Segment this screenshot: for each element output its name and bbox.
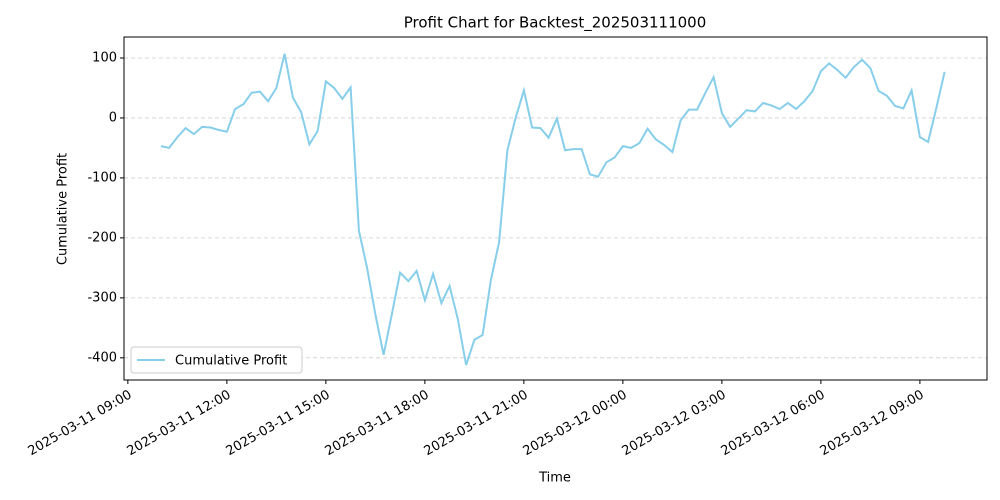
y-tick-label: -300: [87, 290, 117, 305]
x-tick-label: 2025-03-11 18:00: [323, 388, 432, 460]
y-tick-label: 100: [92, 50, 117, 65]
x-tick-label: 2025-03-12 00:00: [521, 388, 630, 460]
data-line: [160, 53, 946, 366]
y-tick-label: -200: [87, 230, 117, 245]
y-tick-label: -400: [87, 350, 117, 365]
chart-title: Profit Chart for Backtest_202503111000: [404, 14, 707, 33]
y-tick-label: 0: [109, 110, 117, 125]
x-axis-label: Time: [538, 471, 571, 486]
x-tick-label: 2025-03-11 12:00: [125, 388, 234, 460]
x-tick-label: 2025-03-11 15:00: [224, 388, 333, 460]
x-tick-label: 2025-03-12 09:00: [818, 388, 927, 460]
plot-frame: [123, 36, 988, 381]
x-tick-label: 2025-03-12 03:00: [620, 388, 729, 460]
x-tick-label: 2025-03-11 09:00: [26, 388, 135, 460]
legend-label: Cumulative Profit: [175, 354, 287, 369]
x-tick-label: 2025-03-11 21:00: [422, 388, 531, 460]
y-tick-label: -100: [87, 170, 117, 185]
x-tick-label: 2025-03-12 06:00: [719, 388, 828, 460]
legend-box: [130, 346, 303, 374]
y-axis-label: Cumulative Profit: [56, 153, 71, 265]
